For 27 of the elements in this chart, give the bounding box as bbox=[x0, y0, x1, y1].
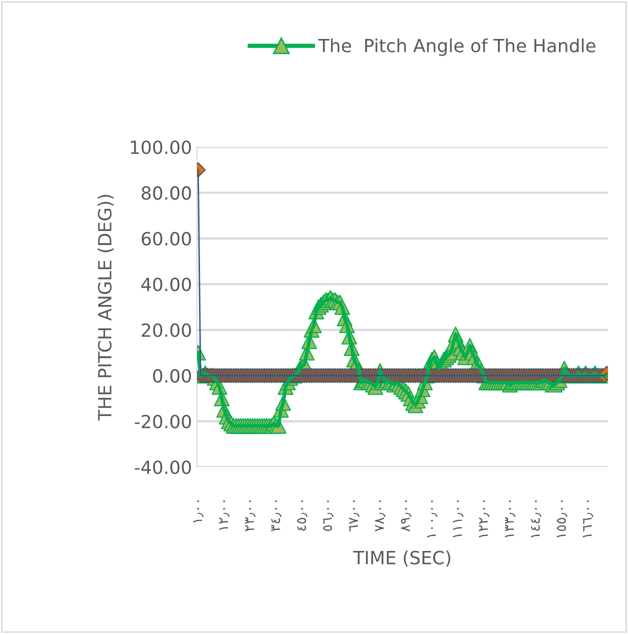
y-tick-label: 60.00 bbox=[142, 232, 191, 246]
x-tick-label: ١٥٥٫٠٠ bbox=[556, 500, 568, 538]
y-tick-label: 40.00 bbox=[141, 278, 191, 292]
x-tick-label: ١٢٫٠٠ bbox=[219, 500, 230, 530]
x-tick-label: ١٠٠٫٠٠ bbox=[427, 500, 438, 538]
x-tick-label: ١١١٫٠٠ bbox=[453, 500, 464, 538]
x-tick-label: ١٣٣٫٠٠ bbox=[504, 500, 516, 538]
x-tick-label: ٥٦٫٠٠ bbox=[323, 500, 334, 531]
x-axis-title: TIME (SEC) bbox=[353, 550, 450, 567]
y-tick-label: -20.00 bbox=[134, 414, 191, 428]
y-tick-label: 100.00 bbox=[130, 140, 191, 154]
y-tick-label: -40.00 bbox=[134, 460, 191, 474]
legend-label: The Pitch Angle of The Handle bbox=[318, 38, 596, 56]
x-tick-label: ٣٤٫٠٠ bbox=[271, 500, 282, 532]
y-axis-title: THE PITCH ANGLE (DEG)) bbox=[98, 194, 114, 421]
x-tick-label: ١٢٢٫٠٠ bbox=[479, 500, 490, 538]
x-tick-label: ٨٩٫٠٠ bbox=[400, 500, 412, 532]
x-tick-label: ٤٥٫٠٠ bbox=[297, 500, 308, 531]
x-tick-label: ٦٧٫٠٠ bbox=[349, 500, 360, 532]
x-tick-label: ١٤٤٫٠٠ bbox=[530, 500, 542, 538]
x-tick-label: ٧٨٫٠٠ bbox=[375, 500, 386, 532]
y-tick-label: 0.00 bbox=[153, 369, 191, 383]
x-tick-label: ١٫٠٠ bbox=[193, 500, 204, 523]
y-tick-label: 20.00 bbox=[142, 323, 191, 337]
x-tick-label: ١٦٦٫٠٠ bbox=[582, 500, 594, 538]
y-tick-label: 80.00 bbox=[142, 186, 191, 200]
x-tick-label: ٢٣٫٠٠ bbox=[245, 500, 256, 532]
